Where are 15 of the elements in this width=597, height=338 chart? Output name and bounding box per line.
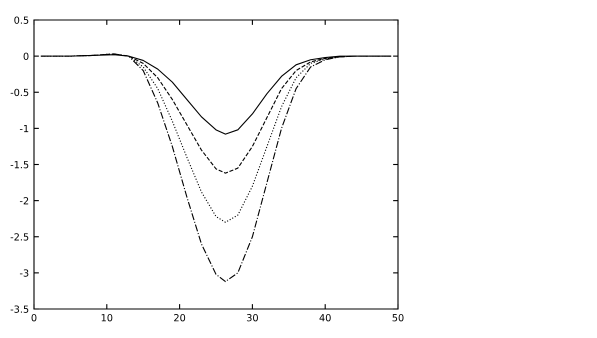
x-tick-label: 30 (246, 314, 258, 322)
x-tick-label: 10 (102, 314, 112, 322)
y-tick-label: -2.5 (10, 233, 28, 241)
y-tick-label: 0 (24, 52, 28, 60)
x-tick-label: 40 (319, 314, 331, 322)
y-tick-label: -3.5 (10, 305, 28, 313)
y-tick-label: -1.5 (10, 161, 28, 168)
x-tick-label: 50 (392, 314, 404, 322)
y-tick-label: -3 (20, 269, 28, 277)
y-tick-label: -2 (20, 197, 28, 204)
x-tick-label: 20 (174, 314, 186, 322)
x-tick-label: 0 (32, 314, 36, 322)
y-tick-label: -0.5 (10, 88, 28, 96)
y-tick-label: 0.5 (14, 16, 28, 24)
y-tick-label: -1 (20, 124, 28, 132)
